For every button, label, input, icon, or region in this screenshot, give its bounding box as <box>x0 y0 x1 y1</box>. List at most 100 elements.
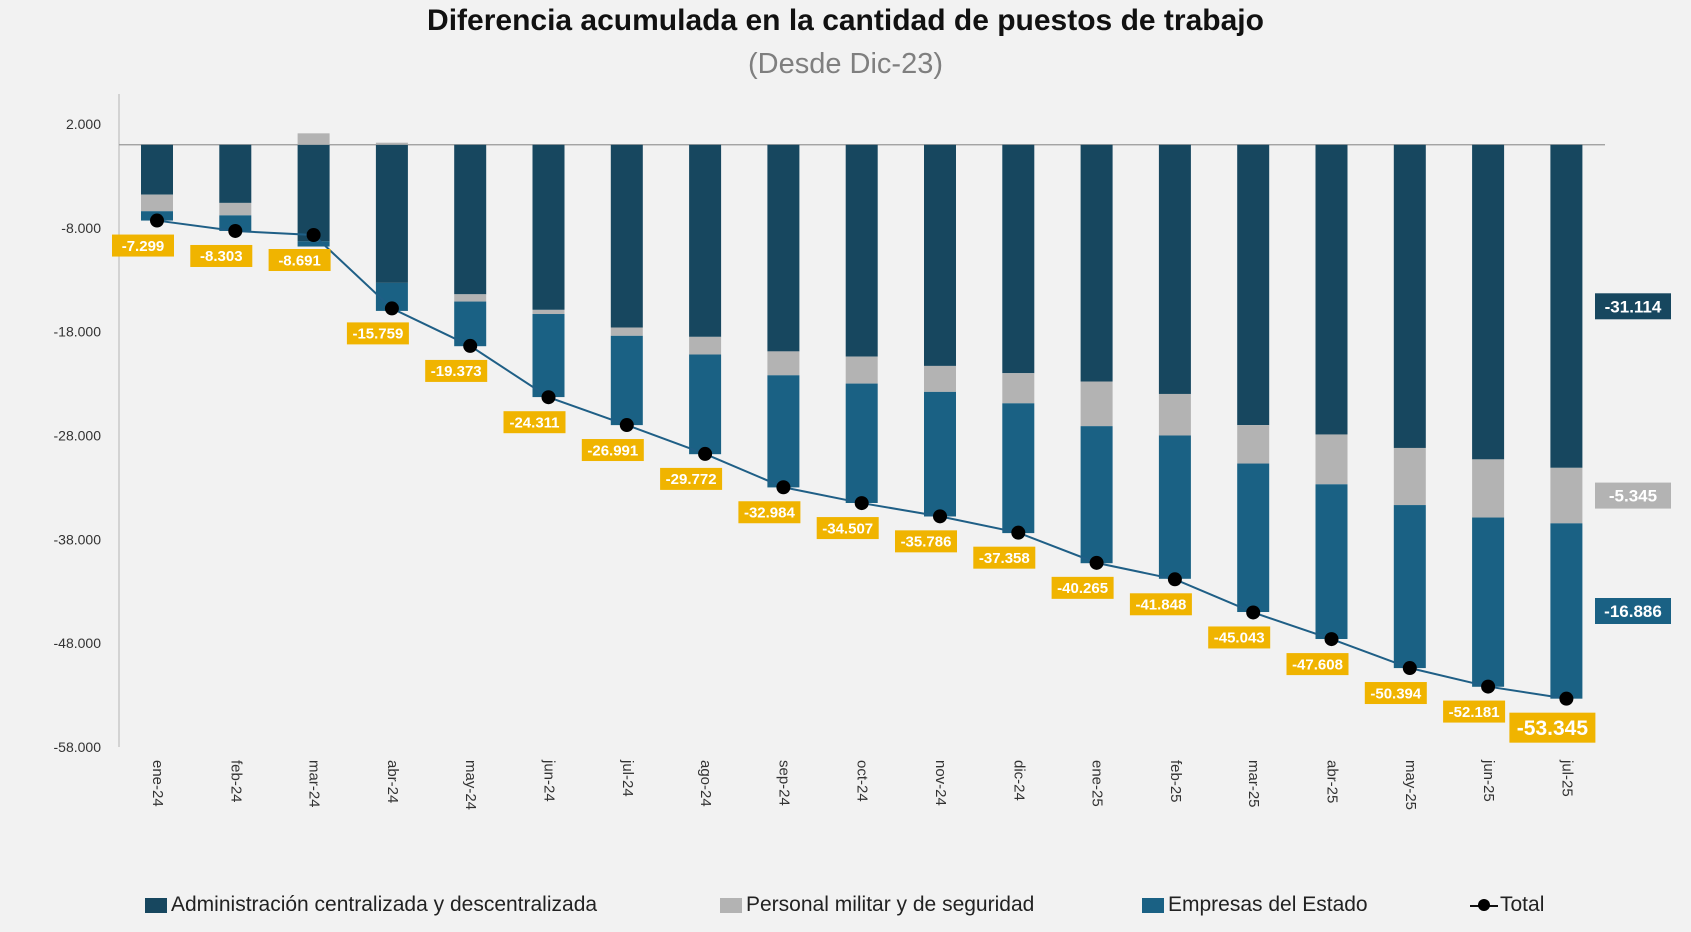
total-point-feb-25 <box>1167 572 1182 587</box>
bar-segment-administraci-ene-25 <box>1080 144 1113 382</box>
bar-segment-personal-jul-24 <box>610 327 643 336</box>
x-tick-label-sep-24: sep-24 <box>775 760 792 806</box>
bar-segment-personal-feb-24 <box>219 202 252 216</box>
chart-legend: Administración centralizada y descentral… <box>0 893 1691 923</box>
end-label-box <box>1595 597 1671 624</box>
total-point-ago-24 <box>698 446 713 461</box>
total-label-abr-25: -47.608 <box>1286 653 1349 676</box>
legend-item-empresas: Empresas del Estado <box>1142 893 1368 917</box>
bar-segment-empresas-jul-25 <box>1550 523 1583 699</box>
total-label-box <box>190 244 253 267</box>
bar-segment-personal-ene-25 <box>1080 381 1113 427</box>
total-label-text: -50.394 <box>1370 685 1422 702</box>
x-tick-label-oct-24: oct-24 <box>854 760 871 802</box>
x-tick-label-may-25: may-25 <box>1402 760 1419 810</box>
legend-item-total: Total <box>1470 893 1544 917</box>
bar-segment-empresas-jun-24 <box>532 314 565 398</box>
x-tick-label-feb-25: feb-25 <box>1167 760 1184 803</box>
total-label-sep-24: -32.984 <box>738 501 801 524</box>
total-label-text: -52.181 <box>1449 704 1500 721</box>
end-label-administraci: -31.114 <box>1595 293 1671 320</box>
bar-segment-personal-may-25 <box>1393 447 1426 506</box>
bar-segment-empresas-mar-24 <box>297 241 330 247</box>
total-line-marker-icon <box>1470 898 1498 913</box>
bar-segment-administraci-feb-25 <box>1158 144 1191 394</box>
total-label-box <box>581 439 644 462</box>
legend-label-administracion: Administración centralizada y descentral… <box>171 893 598 916</box>
total-point-mar-24 <box>306 228 321 243</box>
total-point-feb-24 <box>228 223 243 238</box>
total-label-box <box>973 546 1036 569</box>
bar-segment-administraci-nov-24 <box>924 144 956 366</box>
total-point-mar-25 <box>1246 605 1261 620</box>
end-label-empresas: -16.886 <box>1595 597 1671 624</box>
bar-segment-personal-mar-24 <box>297 133 330 145</box>
total-label-feb-25: -41.848 <box>1129 593 1192 616</box>
total-point-jun-24 <box>541 390 556 405</box>
total-label-text: -26.991 <box>587 442 638 459</box>
chart-title: Diferencia acumulada en la cantidad de p… <box>427 4 1264 37</box>
bar-segment-administraci-abr-25 <box>1315 144 1348 435</box>
total-point-dic-24 <box>1011 525 1026 540</box>
bar-segment-empresas-mar-25 <box>1237 463 1270 613</box>
bar-segment-administraci-jun-25 <box>1472 144 1505 460</box>
bar-segment-personal-sep-24 <box>767 351 800 376</box>
total-point-may-24 <box>463 338 478 353</box>
total-label-jul-25: -53.345 <box>1509 712 1596 743</box>
total-label-text: -8.691 <box>278 252 321 269</box>
end-label-text: -31.114 <box>1605 297 1662 316</box>
y-tick-label: -48.000 <box>54 635 102 651</box>
total-label-box <box>1364 682 1427 705</box>
x-tick-label-jun-24: jun-24 <box>541 759 558 802</box>
x-tick-label-jul-25: jul-25 <box>1558 759 1575 797</box>
total-point-jun-25 <box>1481 679 1496 694</box>
end-label-box <box>1595 293 1671 320</box>
y-tick-label: -18.000 <box>54 324 102 340</box>
bar-segment-personal-oct-24 <box>845 356 878 384</box>
bar-segment-empresas-ago-24 <box>689 354 722 455</box>
total-label-box <box>738 501 801 524</box>
x-tick-label-ago-24: ago-24 <box>697 760 714 807</box>
total-label-text: -47.608 <box>1292 656 1343 673</box>
bar-segment-administraci-may-24 <box>454 144 487 295</box>
total-label-dic-24: -37.358 <box>973 546 1036 569</box>
total-label-may-25: -50.394 <box>1364 682 1427 705</box>
bar-segment-administraci-mar-24 <box>297 144 330 242</box>
bar-segment-personal-feb-25 <box>1158 393 1191 436</box>
bar-segment-administraci-ago-24 <box>689 144 722 337</box>
bar-segment-personal-jun-25 <box>1472 459 1505 518</box>
x-tick-label-abr-25: abr-25 <box>1324 760 1341 803</box>
total-label-box <box>660 467 723 490</box>
bar-segment-personal-dic-24 <box>1002 373 1035 404</box>
total-label-nov-24: -35.786 <box>895 530 957 553</box>
bar-segment-empresas-jul-24 <box>610 335 643 426</box>
total-point-sep-24 <box>776 480 791 495</box>
bar-segment-empresas-feb-25 <box>1158 435 1191 579</box>
x-tick-label-nov-24: nov-24 <box>932 760 949 806</box>
x-tick-label-ene-25: ene-25 <box>1089 760 1106 807</box>
total-label-jul-24: -26.991 <box>581 439 644 462</box>
bar-segment-administraci-may-25 <box>1393 144 1426 448</box>
total-label-feb-24: -8.303 <box>190 244 253 267</box>
x-tick-label-mar-24: mar-24 <box>306 760 323 808</box>
total-point-nov-24 <box>933 509 947 524</box>
y-tick-label: -28.000 <box>54 428 102 444</box>
x-tick-label-ene-24: ene-24 <box>149 760 166 807</box>
total-label-may-24: -19.373 <box>425 359 488 382</box>
total-point-oct-24 <box>854 496 869 511</box>
total-point-jul-24 <box>619 418 634 433</box>
total-label-box <box>346 322 409 345</box>
end-label-box <box>1595 482 1671 509</box>
x-tick-label-dic-24: dic-24 <box>1010 760 1027 801</box>
total-label-text: -7.299 <box>122 238 165 255</box>
bar-segment-empresas-oct-24 <box>845 383 878 503</box>
total-label-text: -8.303 <box>200 248 243 265</box>
bar-segment-personal-jul-25 <box>1550 467 1583 524</box>
x-tick-label-mar-25: mar-25 <box>1245 760 1262 808</box>
total-label-text: -15.759 <box>352 326 403 343</box>
legend-label-personal-militar: Personal militar y de seguridad <box>746 893 1035 916</box>
bar-segment-personal-abr-25 <box>1315 434 1348 485</box>
total-point-ene-25 <box>1089 555 1104 570</box>
x-tick-label-abr-24: abr-24 <box>384 760 401 803</box>
